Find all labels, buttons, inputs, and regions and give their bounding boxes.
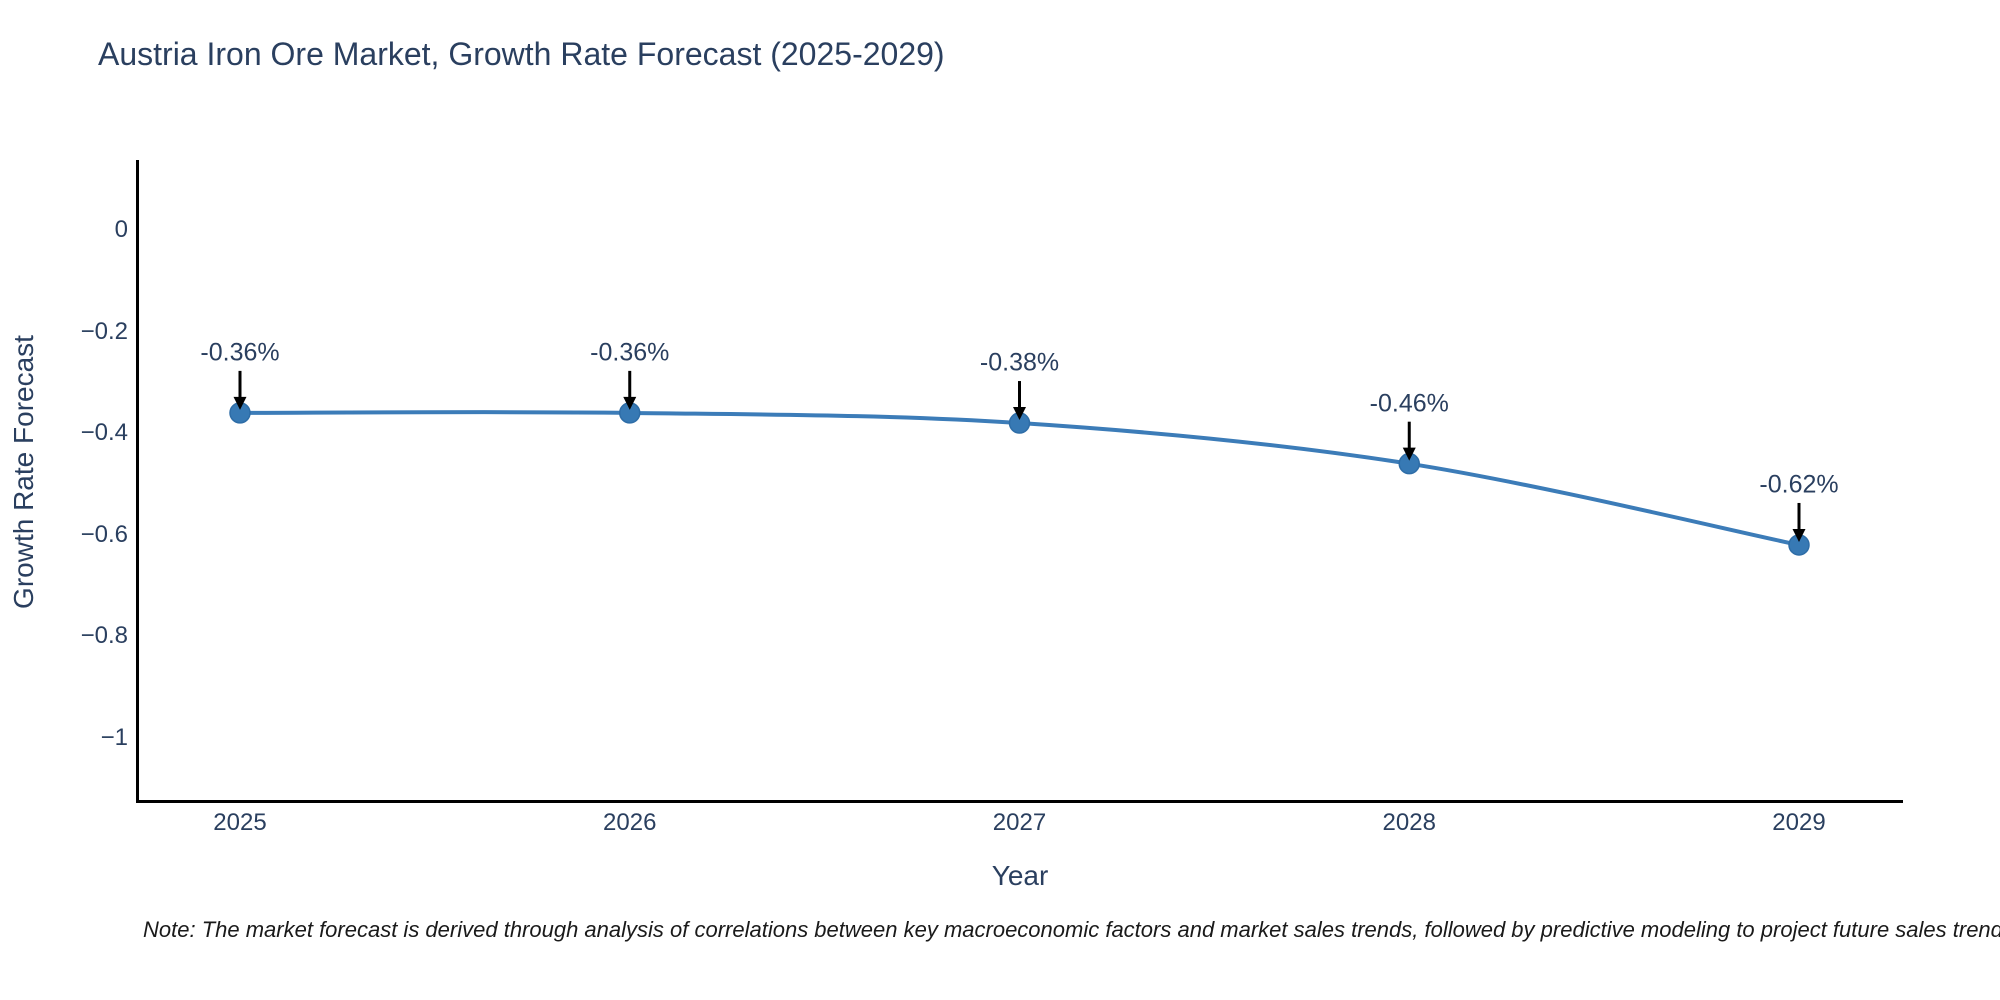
data-point-label: -0.62% <box>1759 470 1839 499</box>
data-point-label: -0.36% <box>200 338 280 367</box>
data-point-label: -0.38% <box>979 348 1060 377</box>
x-axis-title: Year <box>991 860 1049 891</box>
y-tick-label: 0 <box>114 216 128 243</box>
y-tick-label: −0.6 <box>80 520 128 548</box>
x-tick-label: 2027 <box>992 809 1047 836</box>
y-tick-label: −0.4 <box>80 419 128 447</box>
x-tick-label: 2028 <box>1382 809 1436 836</box>
x-tick-label: 2026 <box>603 809 657 836</box>
y-tick-label: −0.2 <box>80 317 128 345</box>
data-point-label: -0.46% <box>1369 389 1449 418</box>
annotation-arrow-head <box>1402 447 1416 461</box>
y-tick-label: −1 <box>100 724 128 751</box>
x-tick-label: 2025 <box>213 809 267 836</box>
data-point-label: -0.36% <box>590 338 670 367</box>
x-tick-label: 2029 <box>1772 809 1826 836</box>
annotation-arrow-head <box>233 396 247 410</box>
footnote: Note: The market forecast is derived thr… <box>143 917 2000 942</box>
annotation-arrow-head <box>623 396 637 410</box>
annotation-arrow-head <box>1013 407 1026 421</box>
chart-title: Austria Iron Ore Market, Growth Rate For… <box>98 36 945 72</box>
y-tick-label: −0.8 <box>80 622 128 650</box>
annotation-arrow-head <box>1792 528 1806 542</box>
